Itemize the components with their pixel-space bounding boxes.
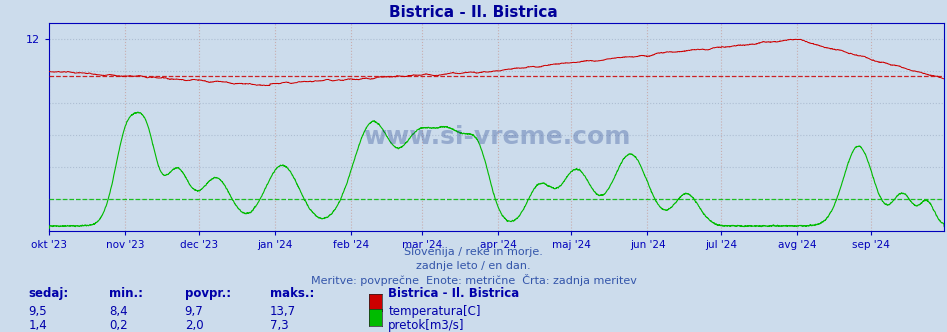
Text: 0,2: 0,2 bbox=[109, 319, 128, 332]
Text: temperatura[C]: temperatura[C] bbox=[388, 305, 481, 318]
Text: pretok[m3/s]: pretok[m3/s] bbox=[388, 319, 465, 332]
Text: sedaj:: sedaj: bbox=[28, 287, 69, 300]
Text: 9,5: 9,5 bbox=[28, 305, 47, 318]
Text: povpr.:: povpr.: bbox=[185, 287, 231, 300]
Text: Slovenija / reke in morje.: Slovenija / reke in morje. bbox=[404, 247, 543, 257]
Text: www.si-vreme.com: www.si-vreme.com bbox=[363, 125, 631, 149]
Text: zadnje leto / en dan.: zadnje leto / en dan. bbox=[416, 261, 531, 271]
Text: 2,0: 2,0 bbox=[185, 319, 204, 332]
Text: 8,4: 8,4 bbox=[109, 305, 128, 318]
Text: 9,7: 9,7 bbox=[185, 305, 204, 318]
Text: 1,4: 1,4 bbox=[28, 319, 47, 332]
Text: 13,7: 13,7 bbox=[270, 305, 296, 318]
Text: maks.:: maks.: bbox=[270, 287, 314, 300]
Text: Bistrica - Il. Bistrica: Bistrica - Il. Bistrica bbox=[389, 5, 558, 20]
Text: Meritve: povprečne  Enote: metrične  Črta: zadnja meritev: Meritve: povprečne Enote: metrične Črta:… bbox=[311, 274, 636, 286]
Text: min.:: min.: bbox=[109, 287, 143, 300]
Text: Bistrica - Il. Bistrica: Bistrica - Il. Bistrica bbox=[388, 287, 520, 300]
Text: 7,3: 7,3 bbox=[270, 319, 289, 332]
